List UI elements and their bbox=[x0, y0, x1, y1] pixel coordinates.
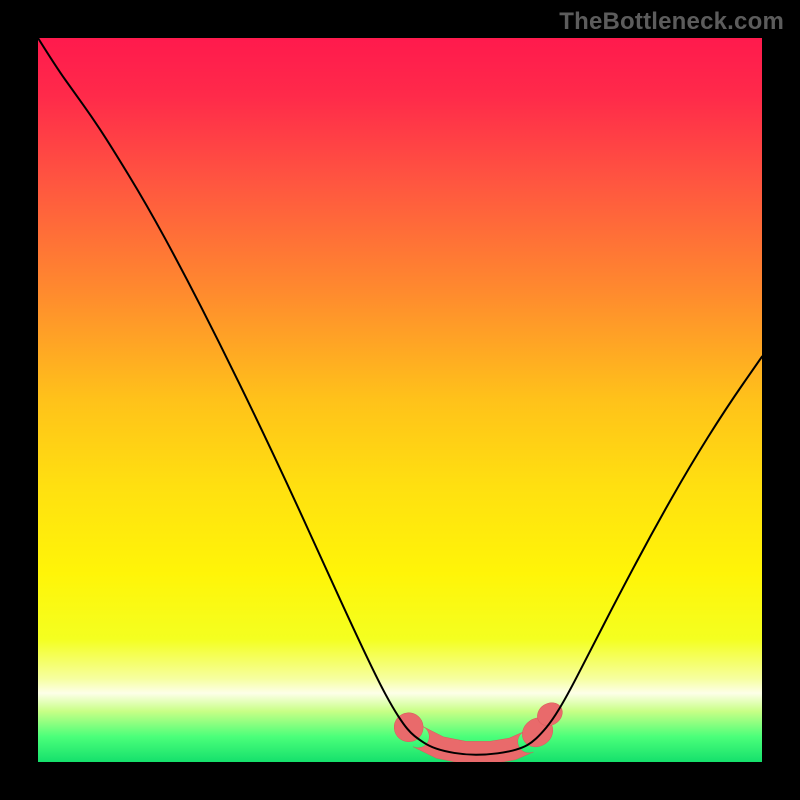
chart-gradient-background bbox=[38, 38, 762, 762]
chart-svg bbox=[38, 38, 762, 762]
watermark-label: TheBottleneck.com bbox=[559, 8, 784, 36]
chart-plot-area bbox=[38, 38, 762, 762]
